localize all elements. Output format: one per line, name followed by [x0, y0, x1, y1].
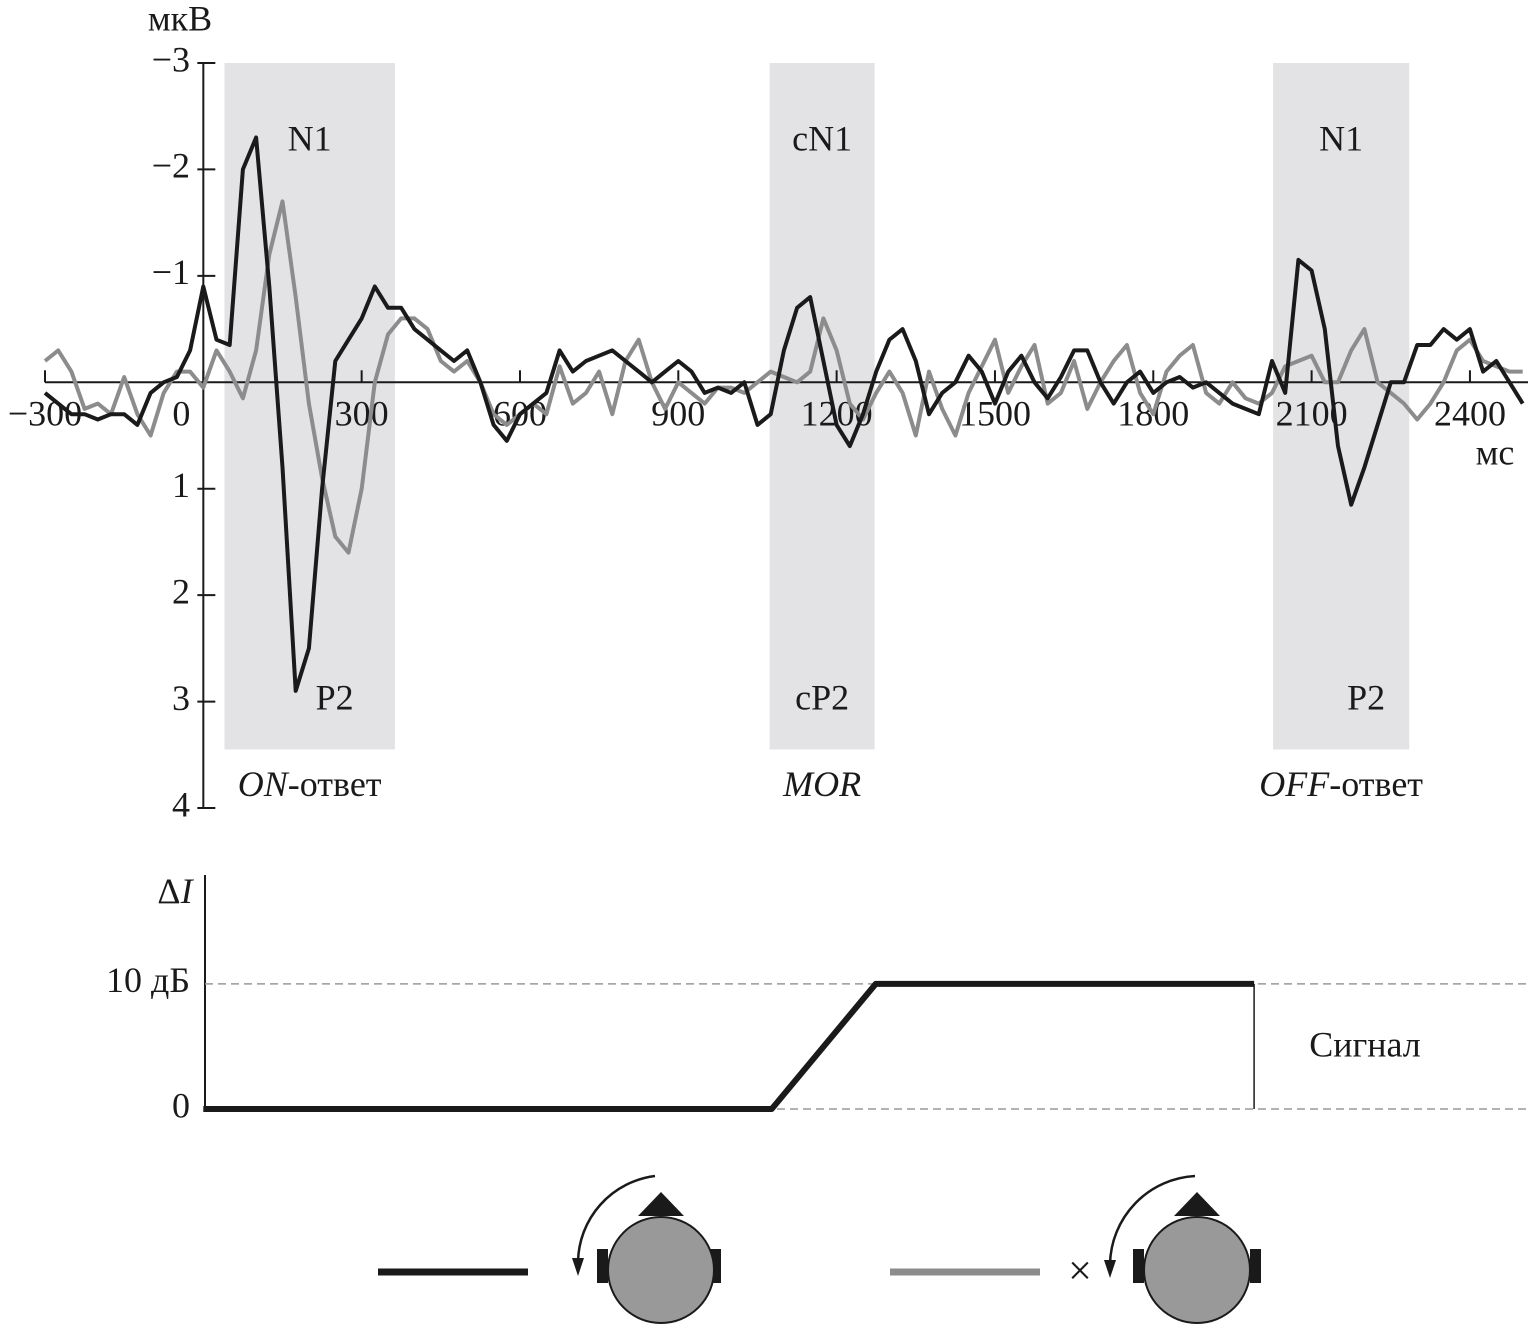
x-tick-label: 300: [335, 393, 389, 433]
window-caption: ON-ответ: [238, 764, 382, 804]
signal-label: Сигнал: [1309, 1024, 1421, 1064]
head-icon-2: [1104, 1174, 1261, 1324]
y-tick-label: 2: [172, 571, 190, 611]
component-label: N1: [1319, 118, 1363, 158]
x-tick-label: 0: [172, 393, 190, 433]
component-label: N1: [288, 118, 332, 158]
head: [607, 1216, 715, 1324]
signal-envelope: [203, 980, 1255, 1112]
y-axis-label: мкВ: [148, 0, 212, 38]
component-label: P2: [1347, 677, 1385, 717]
time-window: [1273, 63, 1410, 750]
rotation-arrow: [1108, 1174, 1196, 1265]
ear: [597, 1249, 608, 1283]
y-tick-label: 0: [172, 1085, 190, 1125]
component-label: cN1: [792, 118, 852, 158]
time-window: [769, 63, 875, 750]
caption-text: -ответ: [1329, 764, 1423, 804]
ear: [1133, 1249, 1144, 1283]
legend-note: ×: [1068, 1249, 1092, 1295]
head: [1143, 1216, 1251, 1324]
y-axis-label: ΔI: [157, 871, 194, 911]
delta-symbol: Δ: [157, 871, 180, 911]
y-tick-label: 1: [172, 465, 190, 505]
x-tick-label: 2400: [1434, 393, 1506, 433]
arrow-head: [1104, 1260, 1116, 1278]
variable: I: [180, 871, 195, 911]
nose: [638, 1192, 684, 1216]
y-tick-label: 10 дБ: [106, 960, 190, 1000]
y-tick-label: −3: [152, 39, 190, 79]
component-label: cP2: [795, 677, 849, 717]
ear: [710, 1249, 721, 1283]
waveform: [43, 199, 1523, 555]
arrow-head: [572, 1258, 584, 1276]
caption-italic: OFF: [1259, 764, 1330, 804]
y-tick-label: 4: [172, 784, 190, 824]
rotation-arrow: [576, 1174, 656, 1263]
caption-italic: MOR: [782, 764, 861, 804]
window-caption: MOR: [782, 764, 861, 804]
y-tick-label: −1: [152, 252, 190, 292]
y-tick-label: −2: [152, 146, 190, 186]
y-tick-label: 3: [172, 678, 190, 718]
head-icon-1: [572, 1174, 721, 1324]
x-axis-label: мс: [1476, 432, 1515, 472]
window-caption: OFF-ответ: [1259, 764, 1423, 804]
caption-text: -ответ: [288, 764, 382, 804]
component-label: P2: [316, 677, 354, 717]
nose: [1174, 1192, 1220, 1216]
caption-italic: ON: [238, 764, 290, 804]
waveform: [43, 135, 1525, 693]
ear: [1250, 1249, 1261, 1283]
